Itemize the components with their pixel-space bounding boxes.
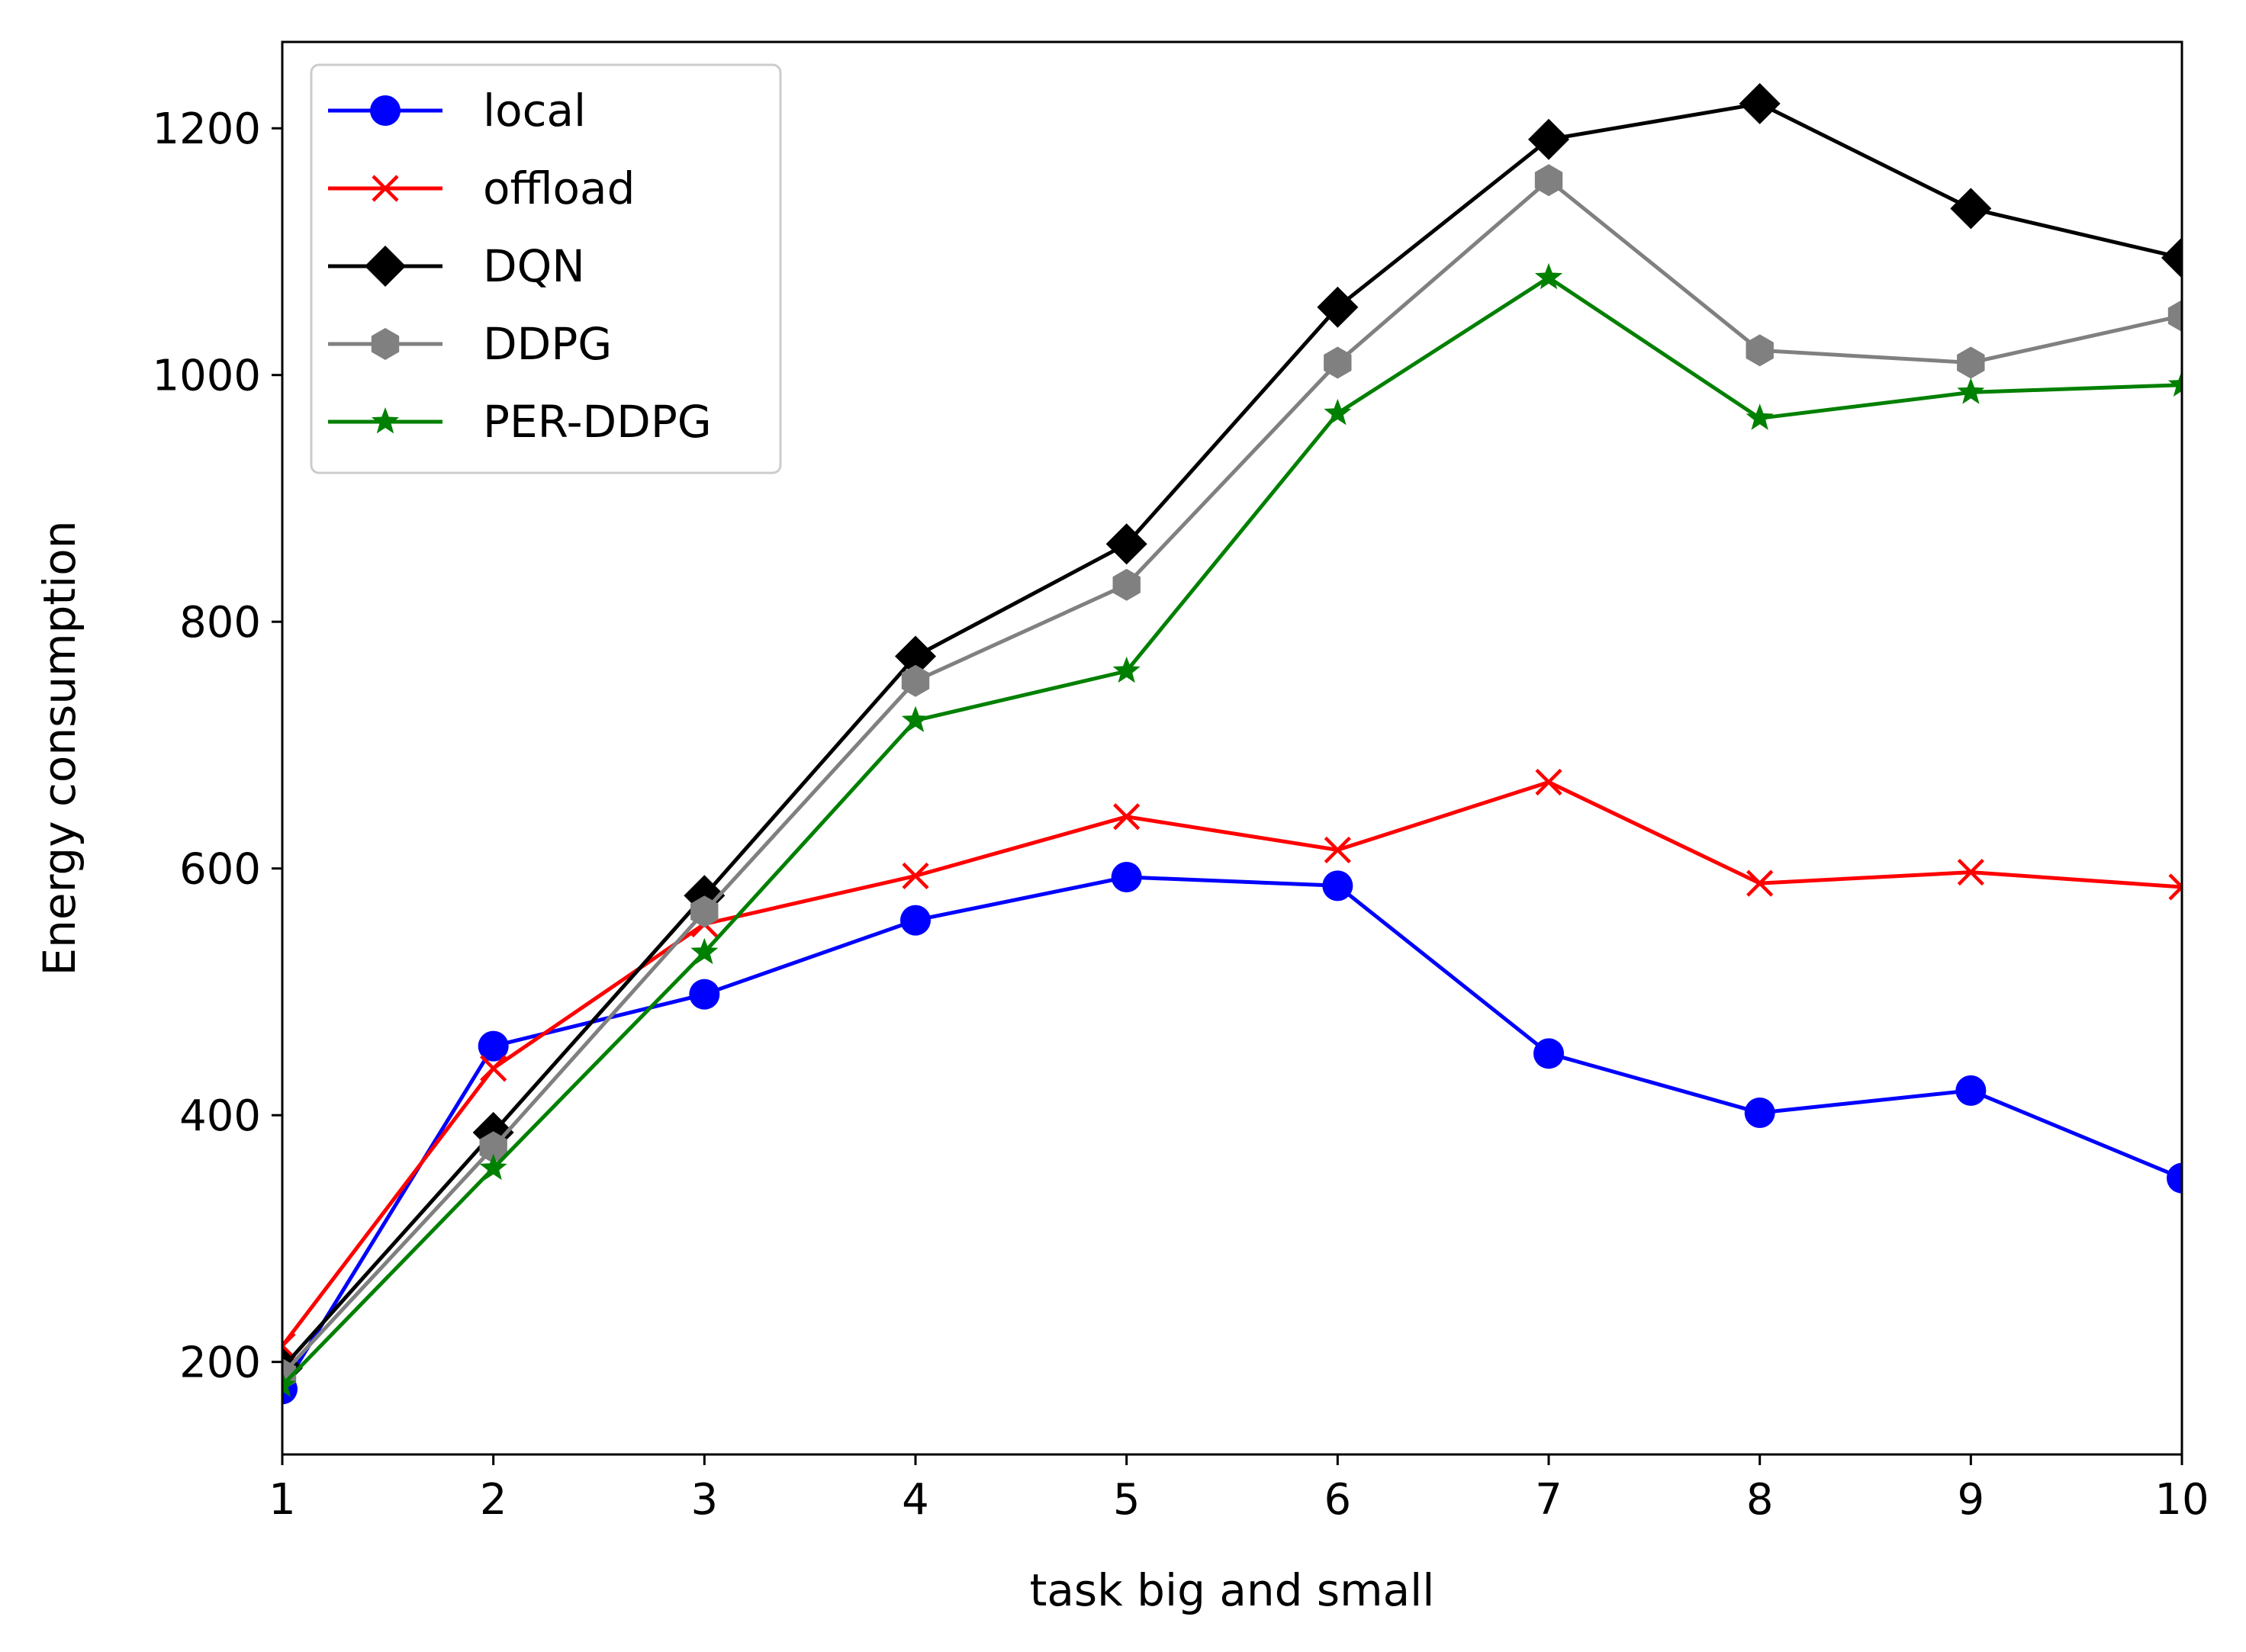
legend: local offload DQN DDPG PER-DDPG (310, 63, 782, 474)
data-point-local (2167, 1162, 2182, 1194)
x-tick-label: 5 (1113, 1475, 1141, 1525)
data-point-local (1744, 1097, 1775, 1128)
y-tick-label: 400 (179, 1091, 261, 1141)
legend-marker-offload (372, 175, 399, 202)
data-point-ddpg (2167, 300, 2182, 333)
x-tick-label: 3 (691, 1475, 719, 1525)
data-point-ddpg (1534, 164, 1563, 197)
data-point-offload (1746, 869, 1774, 897)
data-point-ddpg (479, 1131, 507, 1164)
x-tick-label: 6 (1324, 1475, 1352, 1525)
series-line-per-ddpg (282, 275, 2182, 1387)
data-point-dqn (1105, 523, 1147, 565)
legend-marker-ddpg (371, 328, 400, 360)
y-tick-label: 800 (179, 598, 261, 648)
legend-marker-dqn (365, 246, 406, 287)
data-point-local (900, 905, 931, 936)
x-tick-label: 8 (1746, 1475, 1774, 1525)
legend-label-per-ddpg: PER-DDPG (483, 396, 712, 448)
data-point-offload (1957, 858, 1984, 886)
data-point-ddpg (1112, 568, 1141, 601)
x-tick-label: 1 (269, 1475, 296, 1525)
legend-item-offload: offload (328, 162, 635, 214)
x-tick-label: 7 (1535, 1475, 1562, 1525)
data-point-ddpg (1746, 334, 1774, 367)
legend-item-dqn: DQN (328, 240, 585, 292)
y-tick-label: 1000 (152, 352, 261, 401)
data-point-ddpg (690, 895, 719, 928)
legend-item-per-ddpg: PER-DDPG (328, 396, 712, 448)
data-point-local (689, 979, 720, 1010)
data-point-offload (480, 1055, 507, 1082)
data-point-per-ddpg (1112, 656, 1141, 683)
legend-label-dqn: DQN (483, 240, 585, 292)
data-point-offload (1113, 803, 1141, 831)
data-point-per-ddpg (690, 937, 719, 965)
data-point-offload (1324, 836, 1351, 864)
legend-marker-per-ddpg (371, 407, 400, 434)
data-point-per-ddpg (1534, 262, 1563, 290)
x-tick-label: 9 (1958, 1475, 1985, 1525)
series-local (282, 862, 2182, 1405)
legend-box (310, 63, 782, 474)
data-point-ddpg (901, 664, 930, 697)
data-point-per-ddpg (479, 1153, 507, 1181)
series-line-ddpg (282, 178, 2182, 1376)
data-point-dqn (1528, 118, 1569, 160)
series-line-local (282, 875, 2182, 1390)
plot-frame (281, 40, 2183, 1456)
data-point-dqn (895, 635, 936, 677)
x-axis-title: task big and small (1030, 1564, 1435, 1616)
data-point-offload (282, 1332, 296, 1360)
data-point-local (1955, 1075, 1987, 1106)
data-point-local (1533, 1038, 1564, 1069)
data-point-dqn (1317, 286, 1359, 328)
data-point-local (1322, 870, 1353, 902)
series-line-offload (282, 780, 2182, 1348)
series-ddpg (282, 164, 2182, 1390)
x-tick-label: 2 (480, 1475, 507, 1525)
data-point-dqn (1950, 188, 1992, 230)
data-point-per-ddpg (2167, 370, 2182, 397)
data-point-local (478, 1030, 509, 1062)
legend-label-ddpg: DDPG (483, 318, 612, 370)
y-axis-title: Energy consumption (34, 520, 85, 975)
legend-item-local: local (328, 85, 586, 137)
legend-label-local: local (483, 85, 586, 137)
series-layer (282, 82, 2182, 1405)
legend-marker-local (370, 95, 401, 126)
data-point-ddpg (1324, 346, 1352, 379)
data-point-per-ddpg (1957, 378, 1985, 404)
series-line-dqn (282, 101, 2182, 1370)
data-point-ddpg (1957, 346, 1985, 379)
y-tick-label: 600 (179, 845, 261, 895)
x-tick-label: 10 (2154, 1475, 2209, 1525)
data-point-offload (1535, 768, 1562, 796)
y-tick-label: 1200 (152, 104, 261, 154)
data-point-local (1111, 862, 1142, 893)
y-tick-label: 200 (179, 1339, 261, 1388)
data-point-dqn (2161, 237, 2182, 279)
data-point-dqn (1739, 82, 1781, 124)
legend-label-offload: offload (483, 162, 635, 214)
x-tick-label: 4 (902, 1475, 929, 1525)
data-point-per-ddpg (1324, 398, 1352, 426)
y-axis: 200 400 600 800 1000 1200 (152, 104, 282, 1388)
series-per-ddpg (282, 262, 2182, 1397)
data-point-offload (2168, 873, 2182, 901)
data-point-per-ddpg (282, 1371, 297, 1397)
x-axis: 1 2 3 4 5 6 7 8 9 10 (269, 1454, 2209, 1525)
data-point-offload (902, 862, 929, 890)
data-point-per-ddpg (1746, 403, 1774, 430)
data-point-per-ddpg (901, 705, 930, 732)
legend-item-ddpg: DDPG (328, 318, 612, 370)
